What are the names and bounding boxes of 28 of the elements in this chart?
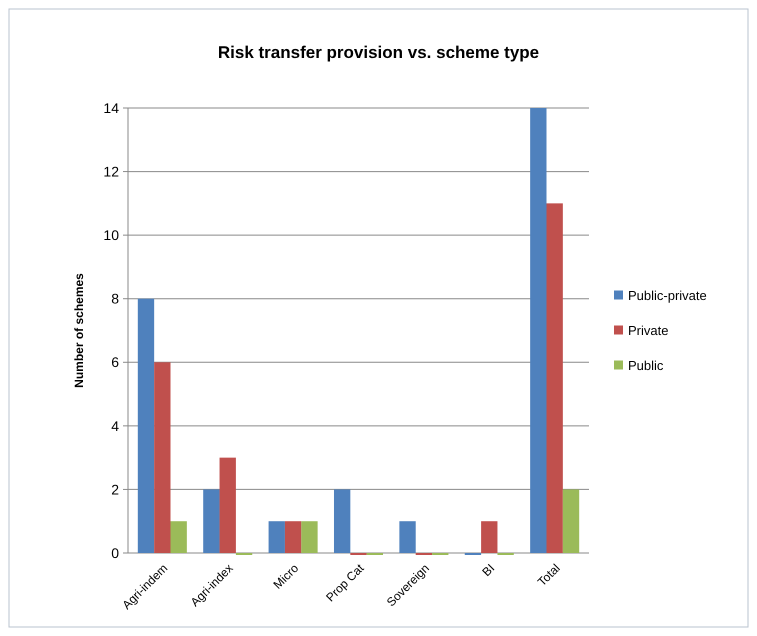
y-tick-label: 12 — [103, 163, 120, 180]
bar — [138, 298, 154, 553]
bar — [301, 521, 318, 553]
y-tick-label: 0 — [111, 544, 120, 561]
y-tick-label: 2 — [111, 481, 120, 498]
bar — [284, 521, 302, 553]
legend-label: Public — [628, 358, 664, 374]
bar — [154, 362, 171, 553]
y-tick-label: 6 — [111, 354, 120, 370]
y-tick-label: 4 — [111, 418, 120, 434]
y-tick-label: 8 — [111, 290, 120, 307]
y-tick-label: 10 — [103, 227, 120, 244]
bar — [220, 458, 236, 553]
bar — [268, 521, 285, 553]
bar — [334, 489, 350, 553]
y-axis-title: Number of schemes — [72, 272, 86, 388]
y-tick-label: 14 — [103, 100, 120, 116]
bar — [546, 203, 563, 553]
bar — [530, 108, 546, 553]
bar — [203, 489, 220, 553]
legend-label: Public-private — [628, 288, 707, 304]
bar — [562, 489, 580, 553]
legend-label: Private — [628, 323, 668, 338]
bar — [170, 521, 187, 553]
chart-title: Risk transfer provision vs. scheme type — [218, 43, 540, 62]
bar — [481, 521, 498, 553]
bar — [399, 521, 416, 553]
x-tick-label: BI — [479, 561, 498, 580]
